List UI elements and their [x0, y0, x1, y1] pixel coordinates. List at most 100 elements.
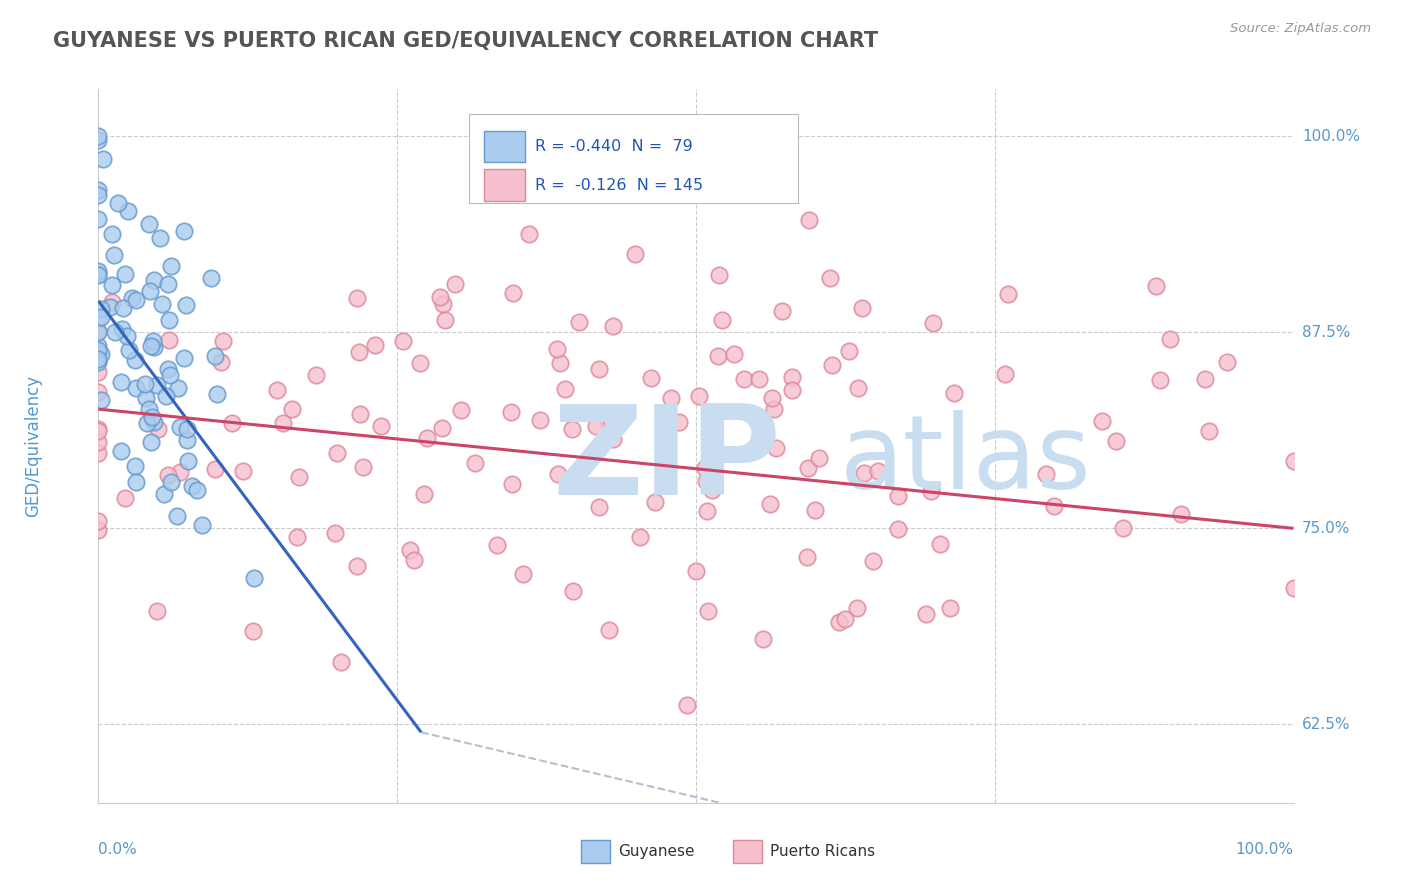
- Point: [87, 434, 110, 449]
- Point: [529, 413, 551, 427]
- Text: 100.0%: 100.0%: [1302, 128, 1360, 144]
- Point: [232, 465, 254, 479]
- Point: [177, 454, 200, 468]
- Text: 62.5%: 62.5%: [1302, 717, 1350, 731]
- Point: [751, 632, 773, 646]
- Point: [125, 293, 148, 308]
- Point: [561, 583, 583, 598]
- Point: [485, 538, 508, 552]
- Point: [146, 422, 169, 436]
- Point: [770, 303, 793, 318]
- Point: [765, 441, 787, 455]
- Text: GED/Equivalency: GED/Equivalency: [24, 375, 42, 517]
- Point: [997, 287, 1019, 301]
- Point: [780, 369, 803, 384]
- Point: [588, 500, 610, 514]
- Point: [204, 462, 226, 476]
- Point: [1282, 454, 1305, 468]
- FancyBboxPatch shape: [733, 840, 762, 863]
- Point: [90, 347, 112, 361]
- Point: [430, 420, 453, 434]
- Point: [942, 386, 965, 401]
- Point: [157, 313, 180, 327]
- Point: [134, 376, 156, 391]
- Text: Puerto Ricans: Puerto Ricans: [770, 844, 875, 859]
- Point: [111, 301, 134, 315]
- Point: [402, 553, 425, 567]
- Point: [101, 295, 124, 310]
- Point: [838, 343, 860, 358]
- Point: [159, 368, 181, 383]
- Text: Guyanese: Guyanese: [619, 844, 695, 859]
- Point: [554, 382, 576, 396]
- Point: [152, 487, 174, 501]
- Point: [110, 322, 132, 336]
- Point: [598, 417, 620, 431]
- Point: [242, 571, 264, 585]
- Point: [700, 483, 723, 497]
- Point: [661, 391, 683, 405]
- Point: [797, 461, 820, 475]
- Point: [602, 318, 624, 333]
- Point: [723, 347, 745, 361]
- Point: [464, 456, 486, 470]
- Point: [1216, 355, 1239, 369]
- Point: [138, 401, 160, 416]
- Point: [285, 531, 308, 545]
- Point: [804, 503, 827, 517]
- Point: [176, 433, 198, 447]
- Point: [117, 203, 139, 218]
- Text: ZIP: ZIP: [553, 400, 782, 521]
- Point: [399, 543, 422, 558]
- Point: [157, 467, 180, 482]
- Point: [149, 230, 172, 244]
- Point: [346, 559, 368, 574]
- Point: [101, 278, 124, 293]
- Point: [624, 247, 647, 261]
- Text: 75.0%: 75.0%: [1302, 521, 1350, 536]
- Point: [157, 333, 180, 347]
- Point: [676, 698, 699, 712]
- Point: [588, 361, 610, 376]
- Point: [1035, 467, 1057, 481]
- Point: [852, 467, 875, 481]
- Point: [1170, 507, 1192, 521]
- Point: [115, 329, 138, 343]
- Point: [186, 483, 208, 497]
- Point: [370, 419, 392, 434]
- Point: [204, 349, 226, 363]
- Point: [167, 381, 190, 395]
- Point: [695, 475, 717, 489]
- Point: [392, 334, 415, 348]
- Point: [688, 389, 710, 403]
- Point: [1159, 332, 1181, 346]
- Point: [602, 433, 624, 447]
- Point: [87, 338, 110, 352]
- Point: [921, 316, 943, 330]
- Point: [169, 465, 191, 479]
- Point: [707, 350, 730, 364]
- Point: [110, 376, 132, 390]
- Point: [846, 601, 869, 615]
- Point: [90, 393, 112, 408]
- Point: [325, 525, 347, 540]
- Point: [87, 187, 110, 202]
- Point: [512, 567, 534, 582]
- Point: [150, 296, 173, 310]
- Point: [1144, 278, 1167, 293]
- Point: [759, 497, 782, 511]
- Point: [114, 491, 136, 505]
- Point: [305, 368, 328, 382]
- Point: [271, 416, 294, 430]
- FancyBboxPatch shape: [581, 840, 610, 863]
- Point: [87, 212, 110, 227]
- Point: [914, 607, 936, 622]
- Point: [346, 291, 368, 305]
- Point: [173, 351, 195, 365]
- Point: [1194, 372, 1216, 386]
- Point: [142, 334, 165, 348]
- Point: [90, 310, 112, 324]
- Point: [432, 296, 454, 310]
- Point: [807, 450, 830, 465]
- Point: [169, 420, 191, 434]
